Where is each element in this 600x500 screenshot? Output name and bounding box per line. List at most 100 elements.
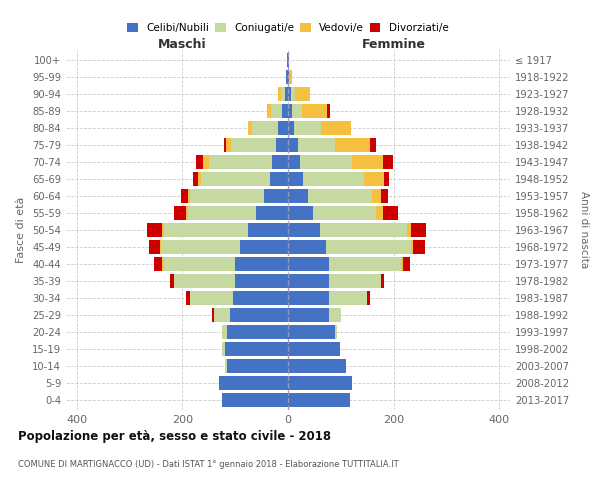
Bar [288,189,308,203]
Bar [203,155,209,169]
Bar [371,189,381,203]
Bar [235,257,288,271]
Bar [288,223,320,237]
Bar [190,189,264,203]
Bar [278,87,281,101]
Bar [288,274,329,288]
Bar [188,206,256,220]
Bar [186,206,188,220]
Bar [212,308,214,322]
Bar [288,376,352,390]
Bar [162,223,164,237]
Bar [303,172,364,186]
Bar [329,308,341,322]
Bar [288,240,326,254]
Bar [227,325,288,339]
Bar [329,257,401,271]
Bar [288,342,340,356]
Y-axis label: Fasce di età: Fasce di età [16,197,26,263]
Bar [248,223,288,237]
Bar [376,206,383,220]
Bar [335,138,370,152]
Bar [329,291,367,305]
Bar [148,223,162,237]
Bar [164,257,235,271]
Bar [256,206,288,220]
Bar [383,172,389,186]
Bar [335,325,337,339]
Bar [411,223,426,237]
Bar [186,291,190,305]
Bar [190,291,233,305]
Bar [288,138,298,152]
Bar [288,121,295,135]
Bar [160,240,161,254]
Bar [298,138,335,152]
Bar [326,240,410,254]
Bar [292,104,302,118]
Bar [164,223,248,237]
Bar [413,240,425,254]
Text: Femmine: Femmine [362,38,426,51]
Bar [264,189,288,203]
Bar [227,359,288,373]
Bar [288,308,329,322]
Bar [403,257,410,271]
Text: Popolazione per età, sesso e stato civile - 2018: Popolazione per età, sesso e stato civil… [18,430,331,443]
Bar [370,138,376,152]
Bar [352,155,383,169]
Bar [248,121,252,135]
Bar [149,240,160,254]
Bar [407,223,411,237]
Bar [235,274,288,288]
Bar [175,274,235,288]
Bar [222,325,227,339]
Bar [162,257,164,271]
Bar [286,70,288,84]
Bar [302,104,327,118]
Bar [288,70,289,84]
Bar [161,240,241,254]
Bar [233,291,288,305]
Bar [410,240,413,254]
Bar [226,138,232,152]
Bar [329,274,381,288]
Bar [175,206,186,220]
Bar [288,393,350,407]
Bar [288,87,290,101]
Bar [232,138,277,152]
Bar [278,121,288,135]
Bar [320,223,407,237]
Bar [321,121,352,135]
Bar [308,189,371,203]
Bar [288,104,292,118]
Bar [289,70,292,84]
Bar [269,172,288,186]
Bar [290,87,295,101]
Bar [209,155,272,169]
Bar [214,308,230,322]
Bar [219,376,288,390]
Bar [181,189,188,203]
Bar [201,172,269,186]
Bar [288,172,303,186]
Bar [288,291,329,305]
Bar [154,257,162,271]
Bar [285,87,288,101]
Bar [277,138,288,152]
Bar [267,104,271,118]
Bar [288,155,299,169]
Bar [381,189,388,203]
Y-axis label: Anni di nascita: Anni di nascita [579,192,589,268]
Bar [383,206,398,220]
Bar [272,155,288,169]
Bar [252,121,278,135]
Text: COMUNE DI MARTIGNACCO (UD) - Dati ISTAT 1° gennaio 2018 - Elaborazione TUTTITALI: COMUNE DI MARTIGNACCO (UD) - Dati ISTAT … [18,460,398,469]
Bar [401,257,403,271]
Bar [295,121,321,135]
Bar [364,172,383,186]
Bar [287,53,288,67]
Bar [367,291,370,305]
Bar [288,325,335,339]
Bar [288,206,313,220]
